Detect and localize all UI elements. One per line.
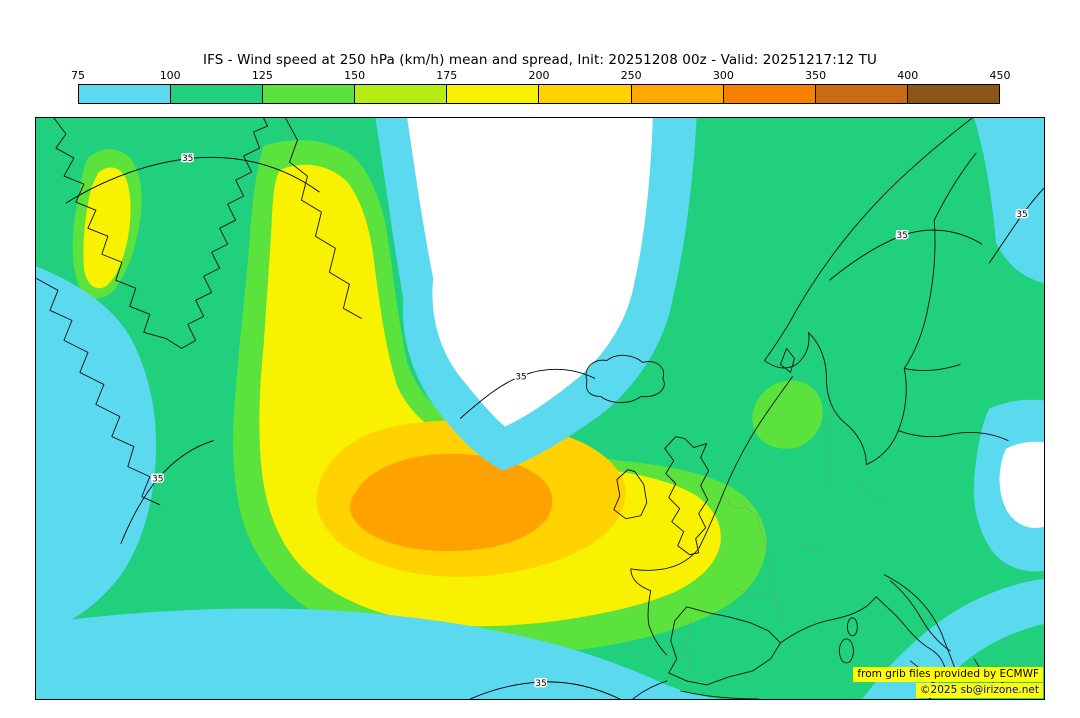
colorbar-segment <box>907 85 999 103</box>
contour-label: 35 <box>535 679 546 689</box>
contour-labels: 35 35 35 35 35 35 <box>151 153 1030 691</box>
contour-label: 35 <box>515 372 526 382</box>
colorbar-tick-label: 400 <box>897 69 919 82</box>
coastline-morocco <box>632 680 668 699</box>
colorbar-segment <box>355 85 448 103</box>
colorbar-labels: 75 100 125 150 175 200 250 300 350 400 450 <box>71 69 1011 83</box>
coastline-italy-east <box>883 574 957 682</box>
colorbar-segments <box>78 84 1000 104</box>
colorbar-segment <box>263 85 356 103</box>
contour-label: 35 <box>897 231 908 241</box>
colorbar-segment <box>539 85 632 103</box>
coastline-greenland-east <box>285 118 362 319</box>
coastline-greenland <box>53 118 268 349</box>
coastline-baltic <box>897 430 1009 442</box>
colorbar-segment <box>79 85 172 103</box>
colorbar-segment <box>171 85 264 103</box>
colorbar-tick-label: 200 <box>528 69 550 82</box>
coastlines <box>36 118 1009 699</box>
colorbar-segment <box>631 85 724 103</box>
colorbar-tick-label: 175 <box>436 69 458 82</box>
wind-fill-white <box>407 118 1044 528</box>
coastline-corsica <box>846 617 858 637</box>
contour-label: 35 <box>182 154 193 164</box>
wind-field-svg: 35 35 35 35 35 35 <box>36 118 1044 699</box>
coastline-ireland <box>613 469 648 520</box>
colorbar-tick-label: 250 <box>620 69 642 82</box>
coastline-north-africa <box>680 690 760 699</box>
colorbar-tick-label: 450 <box>989 69 1011 82</box>
coastline-great-britain <box>664 436 710 556</box>
colorbar-tick-label: 100 <box>159 69 181 82</box>
coastline-labrador <box>36 277 161 506</box>
credit-ecmwf: from grib files provided by ECMWF <box>853 667 1043 682</box>
coastline-south-france <box>780 596 877 644</box>
page-title: IFS - Wind speed at 250 hPa (km/h) mean … <box>203 52 877 68</box>
coastline-scandinavia <box>764 118 977 466</box>
coastline-iceland <box>585 354 665 403</box>
coastline-denmark <box>780 347 795 373</box>
coastline-continental <box>630 375 793 656</box>
colorbar-segment <box>447 85 540 103</box>
colorbar-tick-label: 75 <box>71 69 85 82</box>
contour-label: 35 <box>1016 210 1027 220</box>
colorbar-segment <box>723 85 816 103</box>
credit-copyright: ©2025 sb@irizone.net <box>916 683 1043 698</box>
colorbar-tick-label: 150 <box>344 69 366 82</box>
colorbar-tick-label: 125 <box>251 69 273 82</box>
colorbar-tick-label: 300 <box>712 69 734 82</box>
coastline-gulf-finland <box>903 363 961 371</box>
map-canvas: 35 35 35 35 35 35 from grib files provid… <box>35 117 1045 700</box>
coastline-iberia <box>668 606 781 686</box>
coastline-dalmatia <box>889 580 951 652</box>
contour-label: 35 <box>152 475 163 485</box>
colorbar-segment <box>815 85 908 103</box>
colorbar-tick-label: 350 <box>805 69 827 82</box>
colorbar: 75 100 125 150 175 200 250 300 350 400 450 <box>71 69 1011 104</box>
spread-contours <box>65 156 1044 699</box>
country-borders <box>687 418 891 670</box>
coastline-sardinia <box>838 638 854 664</box>
wind-fill-orange-core <box>350 453 553 552</box>
